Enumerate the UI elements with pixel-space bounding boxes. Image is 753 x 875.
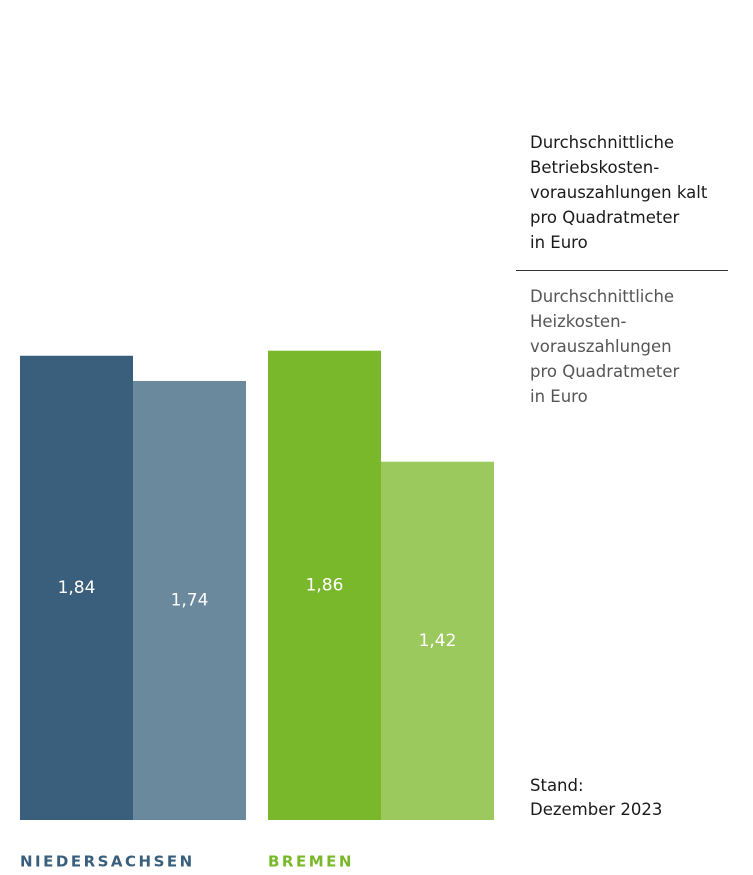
legend-entry: Durchschnittliche Betriebskosten- voraus…	[530, 133, 708, 252]
note: Stand: Dezember 2023	[530, 776, 663, 819]
value-label: 1,84	[58, 578, 96, 598]
value-label: 1,86	[306, 575, 344, 595]
value-label: 1,74	[171, 590, 209, 610]
bar	[133, 380, 246, 820]
legend-entry: Durchschnittliche Heizkosten- vorauszahl…	[530, 287, 680, 406]
x-tick-label: NIEDERSACHSEN	[20, 853, 195, 871]
x-tick-label: BREMEN	[268, 853, 354, 871]
bar	[381, 461, 494, 820]
value-label: 1,42	[419, 631, 457, 651]
bar	[268, 350, 381, 820]
bar	[20, 355, 133, 820]
legend-separator	[516, 270, 728, 271]
